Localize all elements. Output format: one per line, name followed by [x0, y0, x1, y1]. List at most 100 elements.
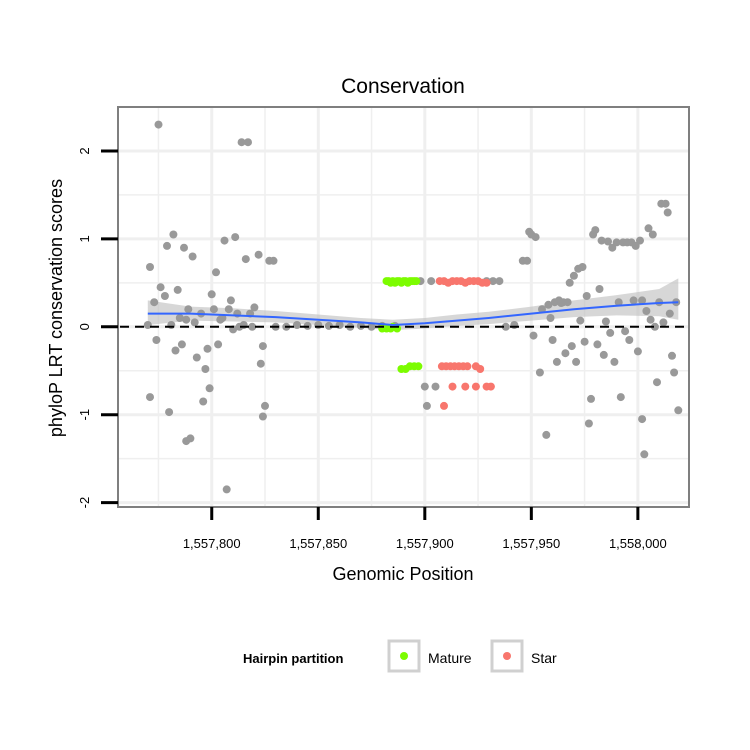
data-point-other [422, 401, 431, 410]
x-tick-label: 1,557,850 [289, 536, 347, 551]
x-tick-label: 1,557,900 [396, 536, 454, 551]
data-point-other [561, 349, 570, 358]
data-point-other [175, 314, 184, 322]
data-point-star [482, 278, 491, 287]
legend-label-star: Star [531, 650, 557, 666]
data-point-other [226, 296, 235, 305]
data-point-mature [412, 277, 421, 286]
x-tick-label: 1,557,950 [502, 536, 560, 551]
data-point-other [169, 230, 178, 239]
y-tick-label: 0 [77, 323, 92, 330]
data-point-mature [414, 362, 423, 371]
data-point-other [606, 328, 615, 337]
data-point-other [231, 233, 240, 242]
data-point-other [205, 384, 214, 393]
data-point-other [143, 321, 152, 329]
data-point-other [648, 230, 657, 239]
data-point-other [314, 321, 323, 329]
data-point-other [212, 268, 220, 277]
data-point-other [636, 236, 644, 245]
data-point-other [150, 298, 159, 307]
data-point-other [670, 368, 679, 377]
data-point-other [587, 394, 595, 403]
data-point-other [171, 346, 180, 355]
data-point-other [576, 316, 585, 325]
data-point-other [663, 208, 672, 217]
data-point-other [646, 315, 655, 324]
y-tick-label: 1 [77, 235, 92, 242]
data-point-other [640, 450, 649, 459]
data-point-star [471, 382, 480, 391]
data-point-other [582, 292, 591, 300]
data-point-other [638, 415, 647, 424]
data-point-other [152, 336, 161, 344]
data-point-other [567, 342, 576, 351]
data-point-other [542, 430, 551, 439]
data-point-other [591, 226, 600, 235]
data-point-other [653, 378, 661, 387]
chart-title: Conservation [341, 75, 465, 98]
smooth-trend-line [147, 301, 679, 327]
data-point-other [190, 318, 199, 327]
data-point-other [192, 353, 201, 362]
series-star [435, 277, 495, 410]
data-point-other [188, 252, 197, 261]
data-point-other [552, 357, 561, 366]
legend-key-mature-dot [400, 652, 408, 660]
data-point-other [535, 368, 544, 377]
data-point-other [668, 351, 676, 360]
data-point-other [489, 277, 497, 286]
legend-key-star [490, 639, 524, 673]
data-point-other [572, 357, 581, 366]
data-point-other [604, 237, 612, 246]
data-point-other [614, 298, 623, 307]
data-point-star [461, 382, 470, 391]
data-point-other [241, 255, 250, 264]
data-point-other [244, 138, 252, 147]
data-point-star [440, 401, 448, 410]
data-point-other [569, 271, 578, 280]
data-point-other [420, 382, 429, 391]
data-point-star [463, 362, 472, 371]
x-tick-label: 1,557,800 [183, 536, 241, 551]
data-point-other [610, 357, 619, 366]
legend-key-mature [387, 639, 421, 673]
data-point-other [546, 314, 555, 322]
data-point-other [254, 250, 263, 259]
y-tick-label: -1 [77, 409, 92, 421]
data-point-other [538, 305, 546, 314]
data-point-other [180, 243, 188, 252]
data-point-other [629, 296, 638, 305]
data-point-other [650, 322, 659, 331]
data-point-other [633, 347, 642, 356]
y-tick-label: -2 [77, 497, 92, 509]
data-point-star [448, 382, 457, 391]
data-point-other [601, 317, 610, 326]
data-point-other [199, 397, 208, 406]
data-point-other [186, 434, 195, 443]
data-point-other [631, 241, 640, 250]
data-point-other [177, 340, 186, 349]
series-other [143, 120, 683, 494]
data-point-other [665, 309, 674, 318]
data-point-other [510, 321, 519, 329]
data-point-other [659, 318, 668, 327]
data-point-other [156, 283, 165, 292]
data-point-other [599, 350, 608, 359]
data-point-other [222, 485, 231, 494]
data-point-other [495, 277, 504, 286]
data-point-other [237, 138, 246, 147]
data-point-other [367, 322, 376, 331]
data-point-other [207, 290, 216, 299]
data-point-other [501, 322, 510, 331]
x-tick-label: 1,558,000 [609, 536, 667, 551]
y-tick-label: 2 [77, 147, 92, 154]
data-point-other [201, 365, 210, 373]
data-point-other [209, 305, 218, 314]
data-point-other [593, 340, 602, 349]
data-point-other [674, 406, 683, 415]
data-point-other [642, 307, 651, 315]
data-point-other [258, 342, 267, 351]
plot-panel: 1,557,800 1,557,850 1,557,900 1,557,950 1,55… [77, 106, 690, 551]
